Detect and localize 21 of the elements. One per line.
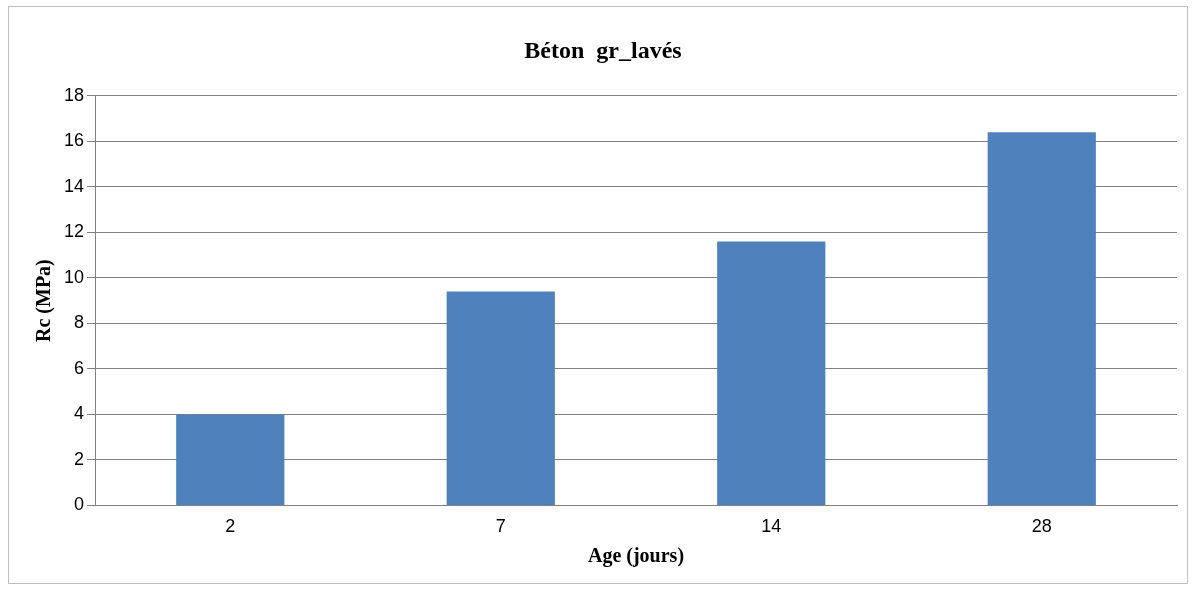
bar: [717, 241, 826, 505]
y-axis-title: Rc (MPa): [32, 259, 56, 342]
y-tick-label: 2: [74, 448, 85, 469]
bar: [987, 132, 1096, 505]
y-tick-label: 12: [63, 221, 85, 242]
bar: [176, 414, 285, 505]
chart-title: Béton gr_lavés: [524, 36, 682, 63]
bar: [446, 291, 555, 505]
x-tick-label: 28: [1031, 516, 1052, 537]
x-axis-title: Age (jours): [587, 544, 685, 568]
y-tick-label: 10: [63, 266, 85, 287]
x-tick-label: 14: [761, 516, 782, 537]
y-tick-label: 14: [63, 175, 85, 196]
x-tick-label: 2: [225, 516, 236, 537]
y-tick-label: 4: [74, 403, 85, 424]
y-tick-label: 16: [63, 130, 85, 151]
y-tick-label: 8: [74, 312, 85, 333]
x-tick-label: 7: [495, 516, 506, 537]
y-tick-label: 18: [63, 84, 85, 105]
y-tick-label: 0: [74, 494, 85, 515]
y-tick-label: 6: [74, 357, 85, 378]
